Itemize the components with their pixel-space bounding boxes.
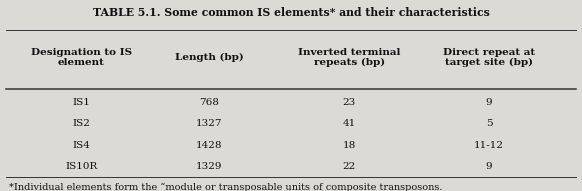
Text: Inverted terminal
repeats (bp): Inverted terminal repeats (bp) <box>298 48 400 67</box>
Text: IS2: IS2 <box>73 119 90 128</box>
Text: 9: 9 <box>485 162 492 171</box>
Text: 22: 22 <box>343 162 356 171</box>
Text: Designation to IS
element: Designation to IS element <box>31 48 132 67</box>
Text: TABLE 5.1. Some common IS elements* and their characteristics: TABLE 5.1. Some common IS elements* and … <box>93 7 489 18</box>
Text: 11-12: 11-12 <box>474 141 504 150</box>
Text: 23: 23 <box>343 98 356 107</box>
Text: 5: 5 <box>485 119 492 128</box>
Text: IS1: IS1 <box>73 98 90 107</box>
Text: 1428: 1428 <box>196 141 223 150</box>
Text: IS4: IS4 <box>73 141 90 150</box>
Text: 1329: 1329 <box>196 162 223 171</box>
Text: 41: 41 <box>343 119 356 128</box>
Text: 1327: 1327 <box>196 119 223 128</box>
Text: 9: 9 <box>485 98 492 107</box>
Text: Length (bp): Length (bp) <box>175 53 244 62</box>
Text: *Individual elements form the “module or transposable units of composite transpo: *Individual elements form the “module or… <box>9 183 442 191</box>
Text: IS10R: IS10R <box>65 162 98 171</box>
Text: Direct repeat at
target site (bp): Direct repeat at target site (bp) <box>443 48 535 67</box>
Text: 768: 768 <box>200 98 219 107</box>
Text: 18: 18 <box>343 141 356 150</box>
